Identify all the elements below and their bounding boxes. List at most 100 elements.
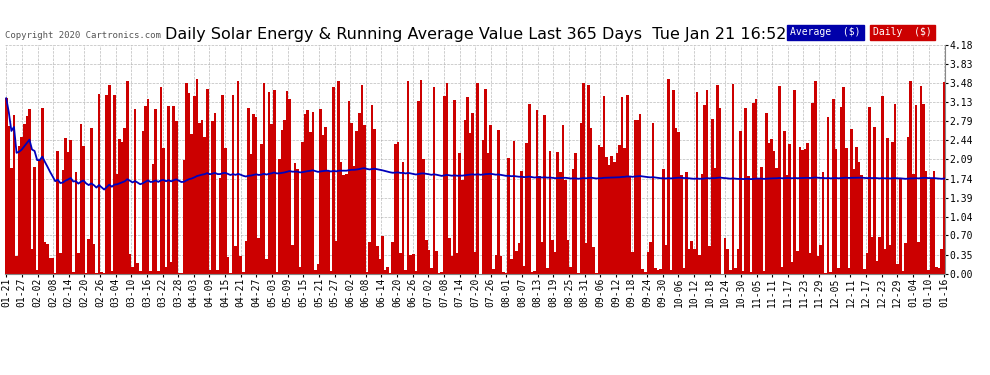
Bar — [175, 121, 177, 274]
Bar — [159, 87, 162, 274]
Bar — [430, 268, 433, 274]
Bar — [23, 124, 26, 274]
Bar — [468, 133, 471, 274]
Bar — [716, 85, 719, 274]
Bar — [299, 267, 301, 274]
Bar — [394, 144, 397, 274]
Bar — [899, 178, 902, 274]
Bar — [801, 150, 804, 274]
Bar — [196, 78, 198, 274]
Bar — [320, 109, 322, 274]
Bar — [157, 271, 159, 274]
Bar — [391, 242, 394, 274]
Bar — [574, 153, 577, 274]
Bar — [262, 83, 265, 274]
Bar — [912, 174, 915, 274]
Bar — [860, 175, 863, 274]
Bar — [358, 113, 360, 274]
Bar — [72, 272, 74, 274]
Bar — [930, 179, 933, 274]
Bar — [137, 263, 139, 274]
Bar — [145, 106, 147, 274]
Bar — [44, 242, 47, 274]
Bar — [621, 97, 624, 274]
Bar — [335, 241, 338, 274]
Bar — [551, 240, 553, 274]
Text: Daily  ($): Daily ($) — [873, 27, 932, 38]
Bar — [531, 272, 534, 274]
Bar — [248, 108, 249, 274]
Bar — [232, 96, 235, 274]
Bar — [441, 272, 443, 274]
Bar — [590, 128, 592, 274]
Bar — [325, 127, 327, 274]
Bar — [587, 85, 590, 274]
Bar — [724, 238, 727, 274]
Bar — [788, 144, 791, 274]
Bar — [881, 96, 884, 274]
Bar — [698, 255, 701, 274]
Bar — [280, 130, 283, 274]
Bar — [235, 246, 237, 274]
Bar — [629, 176, 631, 274]
Bar — [500, 256, 502, 274]
Bar — [791, 261, 793, 274]
Bar — [639, 114, 642, 274]
Bar — [425, 240, 428, 274]
Bar — [492, 269, 495, 274]
Bar — [737, 249, 740, 274]
Bar — [850, 129, 852, 274]
Bar — [646, 252, 649, 274]
Bar — [346, 174, 347, 274]
Bar — [119, 139, 121, 274]
Bar — [556, 152, 559, 274]
Bar — [471, 113, 474, 274]
Bar — [56, 151, 59, 274]
Bar — [10, 168, 13, 274]
Bar — [605, 158, 608, 274]
Bar — [59, 252, 61, 274]
Bar — [659, 269, 662, 274]
Bar — [767, 143, 770, 274]
Bar — [822, 172, 825, 274]
Bar — [404, 270, 407, 274]
Bar — [410, 255, 412, 274]
Bar — [209, 270, 211, 274]
Bar — [608, 165, 611, 274]
Bar — [283, 120, 286, 274]
Bar — [82, 146, 85, 274]
Bar — [162, 148, 164, 274]
Bar — [626, 94, 629, 274]
Bar — [463, 120, 466, 274]
Bar — [799, 147, 801, 274]
Bar — [428, 250, 430, 274]
Bar — [240, 256, 242, 274]
Bar — [644, 272, 646, 274]
Bar — [103, 273, 106, 274]
Bar — [386, 267, 389, 274]
Bar — [113, 95, 116, 274]
Bar — [871, 237, 873, 274]
Bar — [170, 262, 172, 274]
Bar — [804, 149, 806, 274]
Bar — [360, 85, 363, 274]
Bar — [489, 125, 492, 274]
Bar — [79, 124, 82, 274]
Text: Copyright 2020 Cartronics.com: Copyright 2020 Cartronics.com — [5, 32, 160, 40]
Bar — [222, 95, 224, 274]
Bar — [891, 142, 894, 274]
Bar — [742, 271, 744, 274]
Bar — [338, 81, 340, 274]
Bar — [569, 267, 572, 274]
Bar — [132, 267, 134, 274]
Bar — [938, 267, 940, 274]
Bar — [536, 111, 539, 274]
Bar — [121, 142, 124, 274]
Bar — [309, 132, 312, 274]
Bar — [732, 84, 735, 274]
Bar — [257, 238, 260, 274]
Bar — [714, 168, 716, 274]
Bar — [603, 96, 605, 274]
Bar — [304, 114, 307, 274]
Bar — [399, 253, 402, 274]
